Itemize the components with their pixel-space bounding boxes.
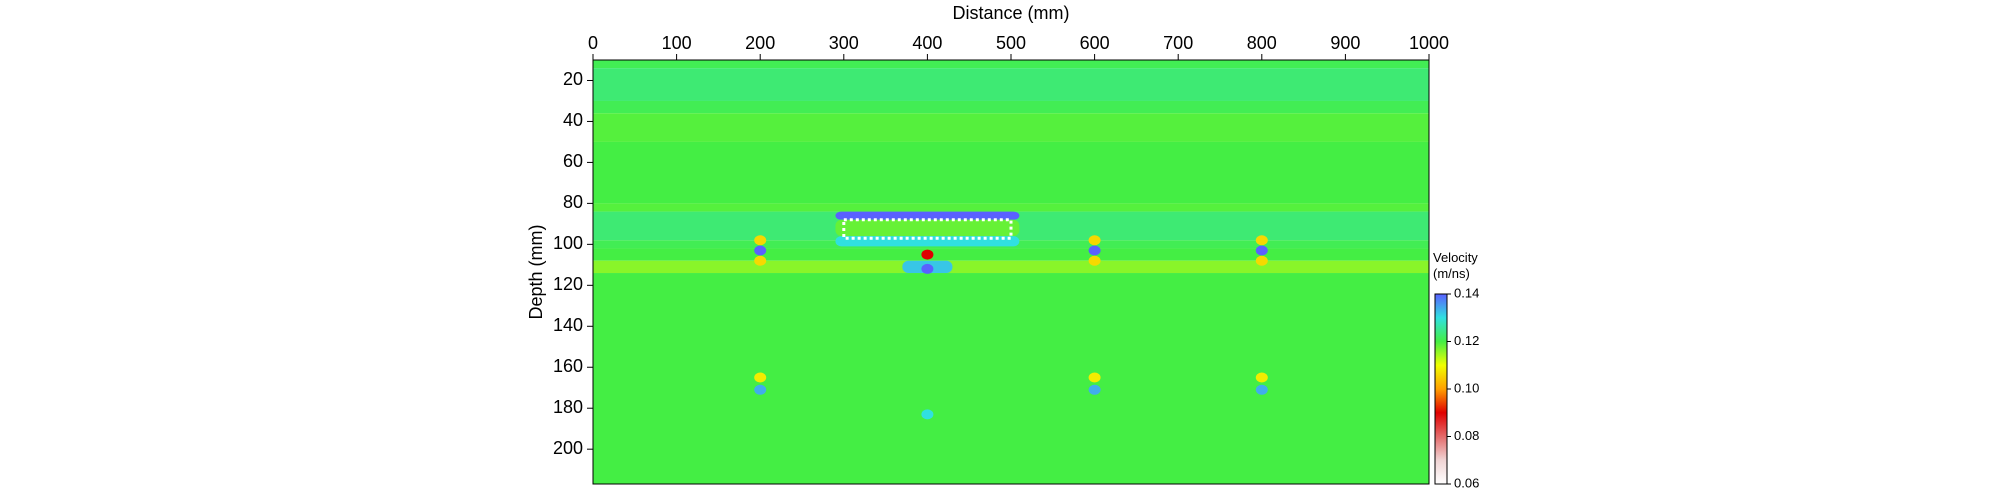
heat-anomaly: [1255, 235, 1268, 246]
heat-anomaly: [1088, 255, 1101, 266]
heat-band: [593, 141, 1429, 204]
heat-band: [593, 248, 1429, 261]
x-axis-label: Distance (mm): [952, 3, 1069, 23]
heat-band: [593, 100, 1429, 114]
x-tick-label: 900: [1330, 33, 1360, 53]
colorbar: [1434, 293, 1448, 485]
y-tick-label: 160: [553, 356, 583, 376]
heat-anomaly: [754, 372, 767, 383]
heat-band: [593, 60, 1429, 69]
heat-anomaly: [1255, 372, 1268, 383]
y-tick-label: 60: [563, 151, 583, 171]
target-box: [842, 218, 1013, 240]
colorbar-label: Velocity (m/ns): [1433, 250, 1478, 281]
heat-anomaly: [1255, 255, 1268, 266]
x-tick-label: 200: [745, 33, 775, 53]
colorbar-tick-label: 0.12: [1454, 333, 1479, 348]
heat-band: [593, 260, 1429, 274]
heat-band: [593, 113, 1429, 142]
x-tick-label: 500: [996, 33, 1026, 53]
heat-anomaly: [754, 245, 767, 256]
x-tick-label: 1000: [1409, 33, 1449, 53]
x-tick-label: 800: [1247, 33, 1277, 53]
x-tick-label: 300: [829, 33, 859, 53]
heat-anomaly: [754, 255, 767, 266]
y-tick-label: 80: [563, 192, 583, 212]
heat-anomaly: [1088, 245, 1101, 256]
heat-anomaly: [1088, 384, 1101, 395]
y-tick-label: 120: [553, 274, 583, 294]
heat-anomaly: [1255, 384, 1268, 395]
heatmap: [593, 60, 1429, 484]
y-tick-label: 180: [553, 397, 583, 417]
heat-anomaly: [921, 249, 934, 260]
colorbar-tick-label: 0.10: [1454, 380, 1479, 395]
heat-anomaly: [1088, 235, 1101, 246]
x-tick-label: 0: [588, 33, 598, 53]
y-axis-label: Depth (mm): [526, 224, 546, 319]
heat-anomaly: [1088, 372, 1101, 383]
colorbar-tick-label: 0.08: [1454, 428, 1479, 443]
y-tick-label: 20: [563, 69, 583, 89]
heat-anomaly: [754, 384, 767, 395]
y-tick-label: 100: [553, 233, 583, 253]
heat-region: [835, 219, 1020, 237]
heat-anomaly: [921, 409, 934, 420]
heat-anomaly: [1255, 245, 1268, 256]
heat-region: [835, 211, 1020, 220]
colorbar-tick-label: 0.06: [1454, 475, 1479, 490]
heat-anomaly: [754, 235, 767, 246]
y-tick-label: 40: [563, 110, 583, 130]
y-tick-label: 200: [553, 438, 583, 458]
x-tick-label: 600: [1080, 33, 1110, 53]
x-tick-label: 100: [662, 33, 692, 53]
heat-band: [593, 203, 1429, 212]
heat-anomaly: [921, 263, 934, 274]
colorbar-tick-label: 0.14: [1454, 285, 1479, 300]
heat-band: [593, 273, 1429, 484]
x-tick-label: 400: [912, 33, 942, 53]
y-tick-label: 140: [553, 315, 583, 335]
heat-band: [593, 68, 1429, 101]
x-tick-label: 700: [1163, 33, 1193, 53]
